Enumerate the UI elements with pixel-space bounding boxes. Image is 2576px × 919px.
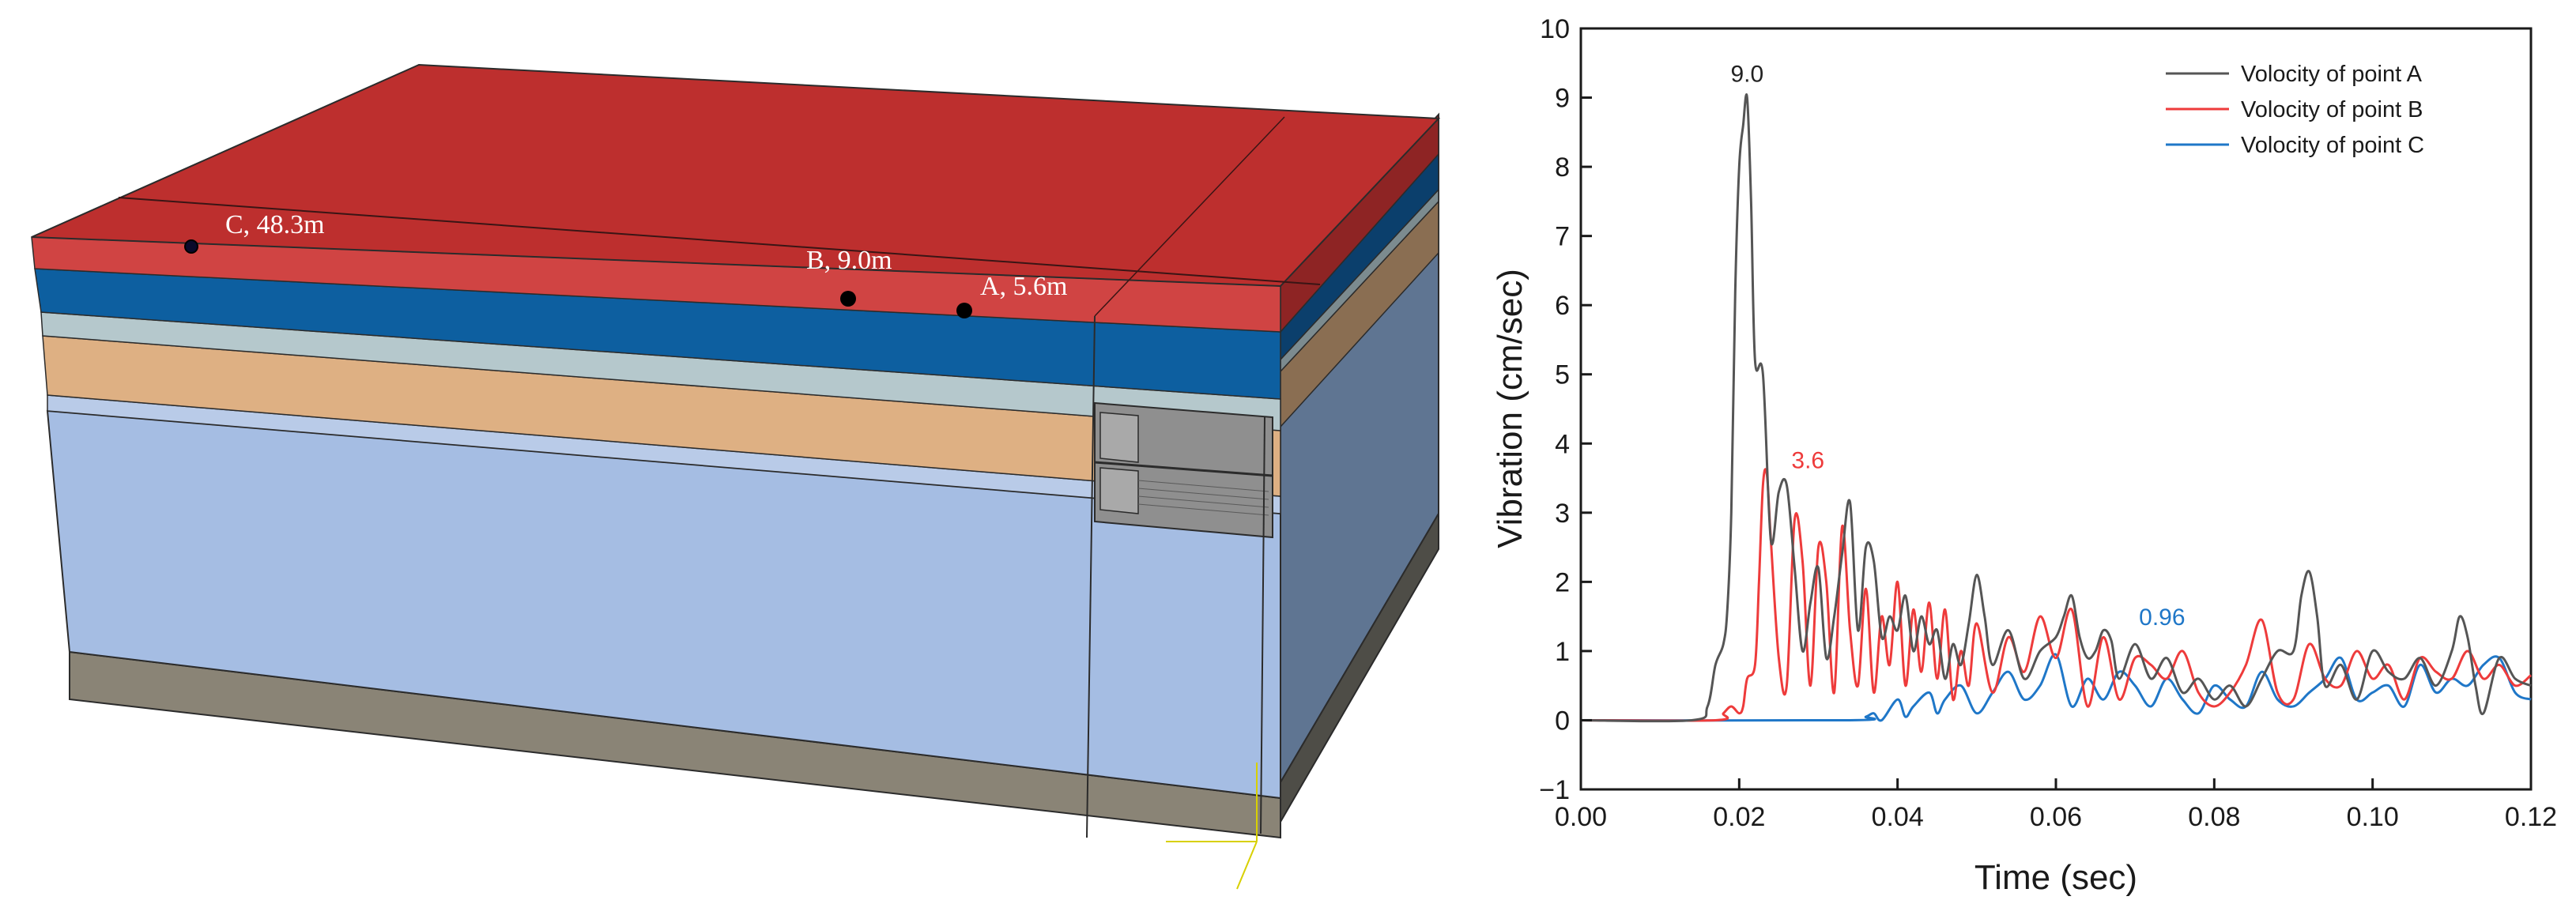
model-top-seam: [1094, 116, 1285, 317]
series-line-a: [1580, 93, 2532, 723]
legend-label-b: Volocity of point B: [2241, 97, 2423, 122]
y-axis-title: Vibration (cm/sec): [1491, 269, 1529, 548]
x-tick-label: 0.00: [1555, 802, 1607, 832]
pavement-3d-model: C, 48.3m B, 9.0m A, 5.6m: [31, 63, 1441, 890]
series-layer: [1580, 93, 2532, 723]
x-tick-label: 0.12: [2505, 802, 2557, 832]
y-tick-label: 8: [1555, 153, 1570, 183]
y-tick-label: 9: [1555, 84, 1570, 114]
model-top-seam: [118, 197, 1321, 285]
model-trench-line: [1137, 495, 1269, 508]
x-tick-label: 0.02: [1713, 802, 1765, 832]
y-tick-label: 1: [1555, 637, 1570, 667]
model-trench-line: [1137, 480, 1269, 492]
model-trench-inner: [1099, 412, 1139, 463]
point-a-label: A, 5.6m: [980, 272, 1068, 301]
y-tick-label: 10: [1540, 14, 1570, 44]
x-tick-label: 0.04: [1872, 802, 1924, 832]
point-c-label: C, 48.3m: [225, 210, 325, 239]
y-tick-label: −1: [1539, 775, 1570, 805]
series-line-b: [1580, 468, 2532, 722]
x-axis-title: Time (sec): [1974, 858, 2137, 897]
model-asphalt-top: [31, 63, 1441, 288]
x-tick-label: 0.06: [2030, 802, 2082, 832]
annotation-layer: 9.0 3.6 0.96: [1730, 62, 2185, 631]
point-c-marker: [184, 239, 198, 254]
model-trench-inner: [1099, 467, 1139, 514]
model-trench-line: [1137, 503, 1269, 516]
y-tick-label: 6: [1555, 291, 1570, 321]
y-tick-label: 3: [1555, 499, 1570, 529]
series-line-c: [1580, 653, 2532, 722]
y-tick-label: 2: [1555, 567, 1570, 597]
peak-annotation: 3.6: [1791, 448, 1824, 474]
model-trench-line: [1094, 461, 1273, 477]
model-vertical-seam: [1086, 315, 1096, 838]
legend-label-c: Volocity of point C: [2241, 133, 2424, 158]
vibration-chart: 0.00 0.02 0.04 0.06 0.08 0.10 0.12 −1 0 1 2 3 4 5 6 7 8 9…: [1491, 14, 2557, 897]
legend-label-a: Volocity of point A: [2241, 62, 2423, 87]
point-b-label: B, 9.0m: [806, 246, 892, 275]
legend: Volocity of point A Volocity of point B …: [2166, 62, 2424, 158]
model-trench-line: [1137, 488, 1269, 500]
peak-annotation: 9.0: [1730, 62, 1763, 88]
y-tick-label: 0: [1555, 706, 1570, 736]
x-tick-label: 0.10: [2347, 802, 2399, 832]
y-tick-label: 7: [1555, 222, 1570, 252]
model-vertical-seam: [1260, 416, 1265, 834]
x-tick-label: 0.08: [2188, 802, 2240, 832]
point-b-marker: [840, 291, 856, 307]
y-tick-label: 4: [1555, 429, 1570, 459]
peak-annotation: 0.96: [2139, 605, 2185, 631]
y-tick-label: 5: [1555, 360, 1570, 390]
tick-layer: 0.00 0.02 0.04 0.06 0.08 0.10 0.12 −1 0 1 2 3 4 5 6 7 8 9…: [1539, 14, 2557, 832]
point-a-marker: [956, 303, 972, 318]
axis-triad-icon: [1166, 763, 1258, 890]
